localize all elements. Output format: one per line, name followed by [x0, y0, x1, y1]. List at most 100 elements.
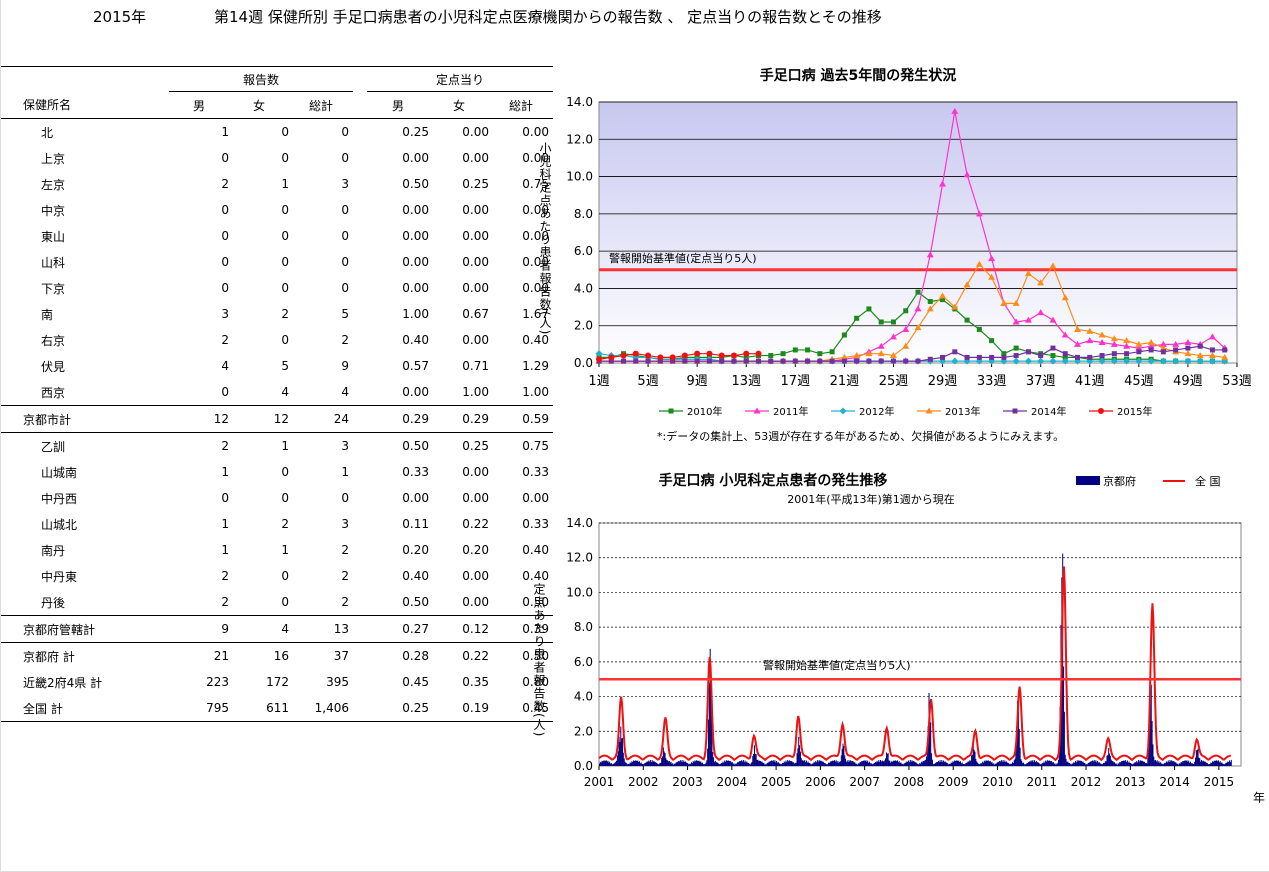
kyoto-bar: [1166, 761, 1168, 766]
data-point: [925, 407, 933, 414]
cell-m: 3: [221, 307, 229, 321]
kyoto-bar: [687, 763, 689, 766]
kyoto-bar: [1143, 761, 1145, 766]
kyoto-bar: [770, 761, 772, 766]
cell-t: 0: [341, 229, 349, 243]
cell-rf: 0.25: [462, 177, 489, 191]
kyoto-bar: [801, 760, 803, 766]
kyoto-bar: [968, 761, 970, 766]
cell-t: 13: [289, 615, 353, 643]
kyoto-bar: [767, 762, 769, 766]
kyoto-bar: [1055, 764, 1057, 766]
kyoto-bar: [771, 761, 773, 766]
kyoto-bar: [708, 682, 710, 766]
kyoto-bar: [735, 763, 737, 766]
kyoto-bar: [1101, 764, 1103, 766]
data-point: [988, 273, 996, 280]
kyoto-bar: [709, 648, 711, 766]
kyoto-bar: [727, 760, 729, 766]
kyoto-bar: [1164, 762, 1166, 766]
kyoto-bar: [662, 747, 664, 766]
kyoto-bar: [1093, 760, 1095, 766]
cell-m: 4: [221, 359, 229, 373]
cell-t: 0: [341, 203, 349, 217]
data-point: [1185, 345, 1191, 351]
kyoto-bar: [711, 714, 713, 766]
x-tick-label: 25週: [879, 374, 909, 389]
kyoto-bar: [994, 763, 996, 766]
data-point: [1050, 345, 1056, 351]
data-point: [841, 332, 847, 338]
kyoto-bar: [1177, 764, 1179, 766]
kyoto-bar: [1200, 761, 1202, 766]
kyoto-bar: [627, 763, 629, 766]
cell-rm: 0.20: [402, 543, 429, 557]
cell-m: 0: [221, 385, 229, 399]
kyoto-bar: [1175, 762, 1177, 766]
kyoto-bar: [1080, 760, 1082, 766]
row-name: 北: [41, 125, 54, 140]
kyoto-bar: [856, 763, 858, 766]
kyoto-bar: [1092, 761, 1094, 766]
data-point: [940, 297, 946, 303]
data-point: [1147, 342, 1155, 349]
kyoto-bar: [967, 761, 969, 766]
threshold-label: 警報開始基準値(定点当り5人): [763, 658, 911, 672]
row-name: 伏見: [41, 359, 66, 374]
kyoto-bar: [825, 764, 827, 766]
data-point: [1074, 325, 1081, 332]
x-tick-label: 1週: [588, 374, 609, 389]
kyoto-bar: [1223, 763, 1225, 766]
kyoto-bar: [1160, 763, 1162, 766]
kyoto-bar: [712, 751, 714, 766]
data-point: [951, 107, 959, 114]
kyoto-bar: [884, 760, 886, 766]
kyoto-bar: [626, 763, 628, 766]
kyoto-bar: [819, 761, 821, 766]
kyoto-bar: [782, 762, 784, 766]
kyoto-bar: [1127, 762, 1129, 766]
row-name: 中丹西: [41, 491, 78, 506]
kyoto-bar: [1120, 761, 1122, 766]
kyoto-bar: [916, 763, 918, 766]
y-tick-label: 8.0: [574, 207, 593, 221]
data-point: [706, 358, 712, 364]
kyoto-bar: [1054, 763, 1056, 766]
kyoto-bar: [661, 758, 663, 766]
data-point: [840, 353, 848, 360]
kyoto-bar: [873, 763, 875, 766]
kyoto-bar: [1000, 760, 1002, 766]
kyoto-bar: [686, 762, 688, 766]
kyoto-bar: [934, 763, 936, 766]
kyoto-bar: [1143, 761, 1145, 766]
kyoto-bar: [896, 761, 898, 766]
kyoto-bar: [946, 762, 948, 766]
x-tick-label: 33週: [977, 374, 1007, 389]
cell-m: 0: [221, 151, 229, 165]
row-name: 京都市計: [1, 405, 169, 433]
kyoto-bar: [1029, 761, 1031, 766]
kyoto-bar: [855, 763, 857, 766]
kyoto-bar: [1050, 761, 1052, 766]
data-point: [1012, 408, 1018, 414]
kyoto-bar: [878, 760, 880, 766]
data-point: [915, 289, 921, 295]
cell-m: 2: [221, 177, 229, 191]
cell-rm: 0.40: [402, 569, 429, 583]
kyoto-bar: [976, 761, 978, 766]
kyoto-bar: [813, 762, 815, 766]
data-point: [1196, 352, 1204, 359]
kyoto-bar: [1209, 764, 1211, 766]
data-point: [1098, 331, 1106, 338]
kyoto-bar: [881, 760, 883, 766]
kyoto-bar: [754, 753, 756, 766]
kyoto-bar: [935, 762, 937, 766]
kyoto-bar: [759, 760, 761, 766]
kyoto-bar: [954, 760, 956, 766]
y-tick-label: 4.0: [574, 281, 593, 295]
kyoto-bar: [604, 760, 606, 766]
kyoto-bar: [1194, 761, 1196, 766]
kyoto-bar: [1230, 759, 1232, 766]
kyoto-bar: [724, 760, 726, 766]
kyoto-bar: [1014, 758, 1016, 766]
